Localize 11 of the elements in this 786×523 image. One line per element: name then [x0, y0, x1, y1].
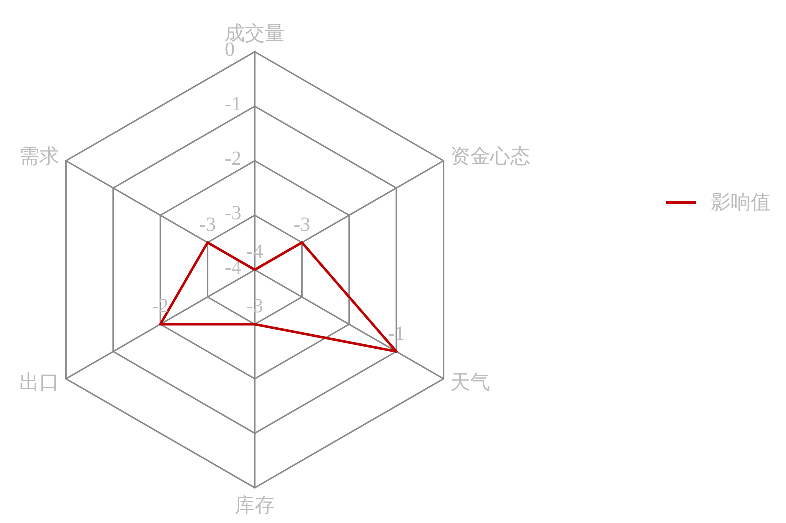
data-label: -3	[199, 214, 216, 236]
spoke-label: 天气	[450, 372, 491, 394]
spoke-label: 需求	[19, 146, 60, 168]
spoke-label: 出口	[19, 372, 60, 394]
y-tick-label: -3	[225, 202, 242, 224]
spoke-label: 库存	[235, 495, 275, 517]
y-tick-label: -2	[225, 148, 242, 170]
data-label: -3	[294, 214, 311, 236]
spoke-label: 资金心态	[450, 146, 531, 168]
y-tick-label: -1	[225, 94, 242, 116]
legend-label: 影响值	[711, 192, 771, 214]
